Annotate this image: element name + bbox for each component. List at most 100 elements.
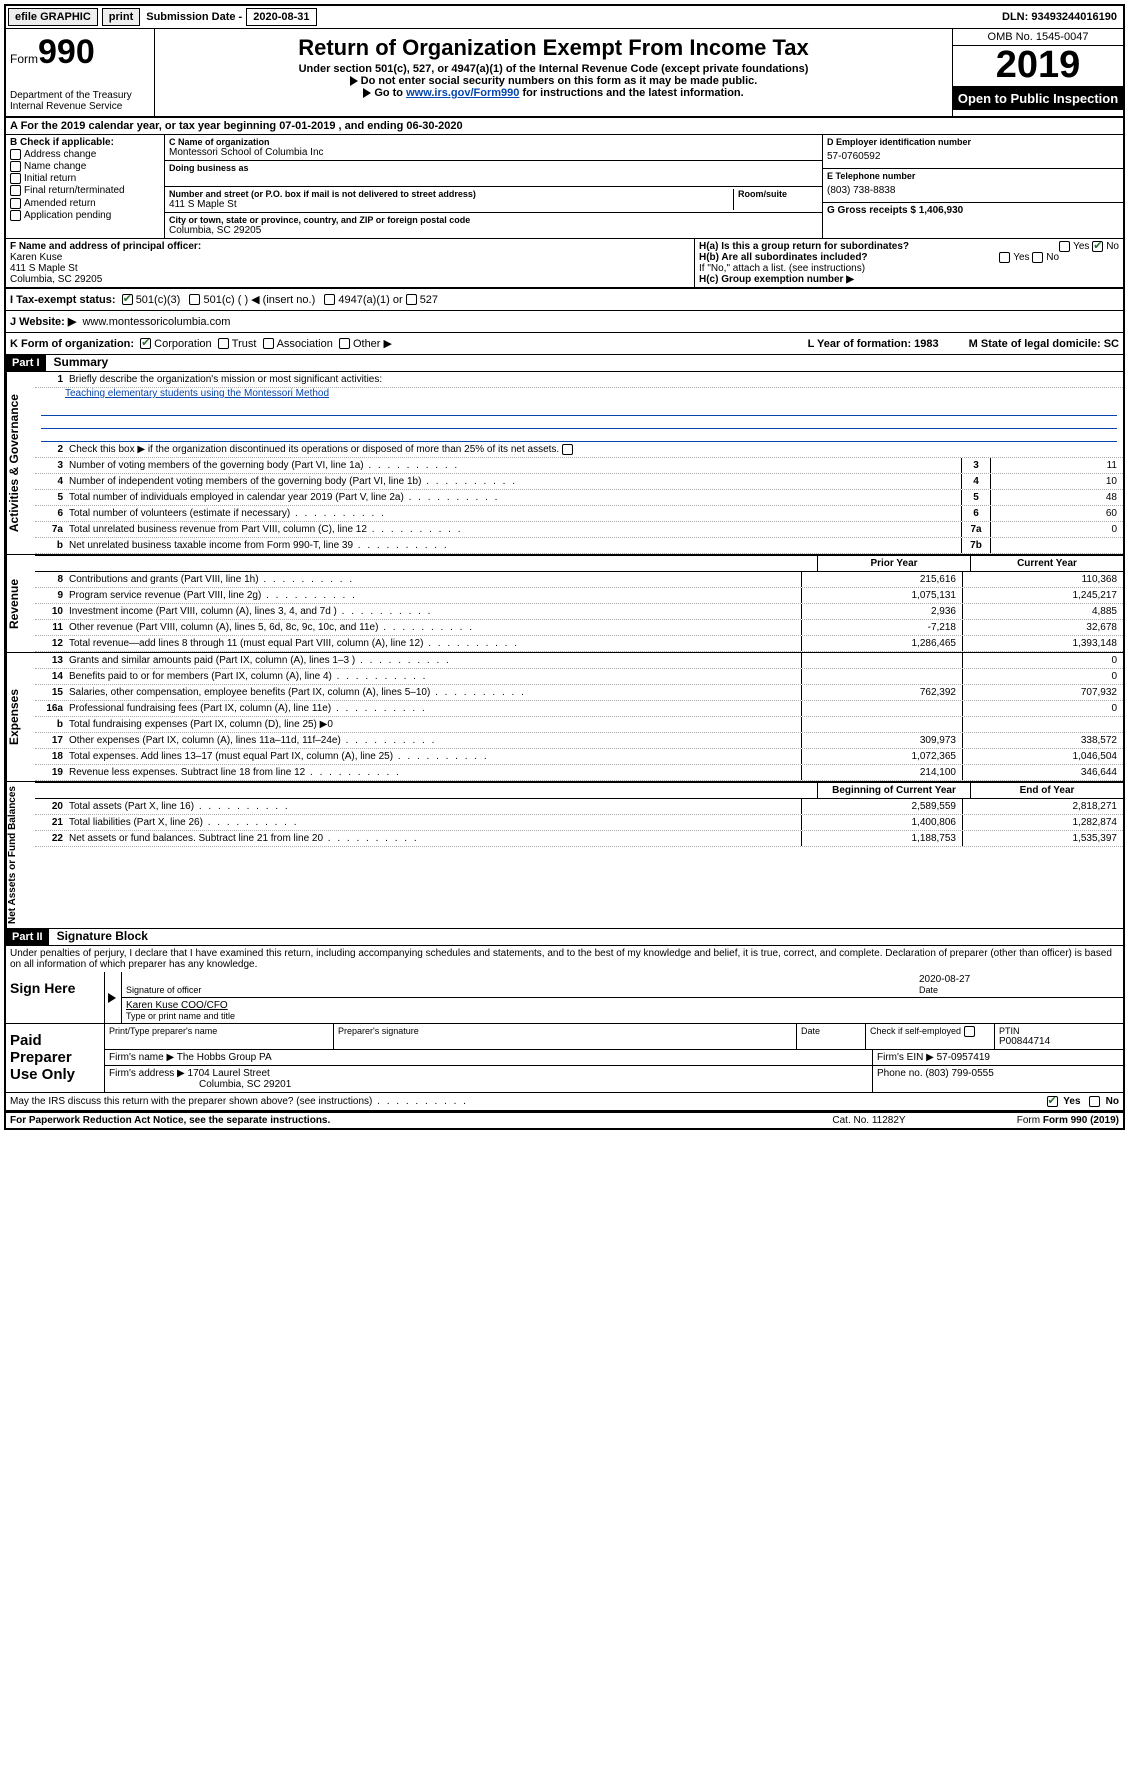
table-row: 18Total expenses. Add lines 13–17 (must … [35, 749, 1123, 765]
form-ref: Form Form 990 (2019) [969, 1115, 1119, 1126]
firm-ein: Firm's EIN ▶ 57-0957419 [873, 1050, 1123, 1065]
ptin-value: P00844714 [999, 1036, 1119, 1047]
top-toolbar: efile GRAPHIC print Submission Date - 20… [6, 6, 1123, 29]
website-value: www.montessoricolumbia.com [82, 316, 230, 328]
discuss-row: May the IRS discuss this return with the… [6, 1093, 1123, 1112]
year-formation: L Year of formation: 1983 [808, 338, 939, 350]
chk-corp[interactable] [140, 338, 151, 349]
firm-name: Firm's name ▶ The Hobbs Group PA [105, 1050, 873, 1065]
form-container: efile GRAPHIC print Submission Date - 20… [4, 4, 1125, 1130]
irs-link[interactable]: www.irs.gov/Form990 [406, 87, 519, 99]
chk-amended-return[interactable]: Amended return [10, 198, 160, 209]
table-row: 3Number of voting members of the governi… [35, 458, 1123, 474]
row-j: J Website: ▶ www.montessoricolumbia.com [6, 311, 1123, 333]
sig-date: 2020-08-27 [919, 974, 1119, 985]
h-b: H(b) Are all subordinates included? Yes … [699, 252, 1119, 263]
row-a-tax-year: A For the 2019 calendar year, or tax yea… [6, 118, 1123, 135]
chk-initial-return[interactable]: Initial return [10, 173, 160, 184]
officer-addr2: Columbia, SC 29205 [10, 274, 690, 285]
chk-name-change[interactable]: Name change [10, 161, 160, 172]
submission-date-value: 2020-08-31 [246, 8, 316, 26]
col-prior-year: Prior Year [817, 556, 970, 571]
perjury-declaration: Under penalties of perjury, I declare th… [6, 946, 1123, 972]
cat-no: Cat. No. 11282Y [769, 1115, 969, 1126]
firm-address: Firm's address ▶ 1704 Laurel Street [109, 1068, 868, 1079]
form-number: Form990 [10, 33, 150, 72]
b-header: B Check if applicable: [10, 137, 160, 148]
chk-501c[interactable] [189, 294, 200, 305]
table-row: 17Other expenses (Part IX, column (A), l… [35, 733, 1123, 749]
h-c: H(c) Group exemption number ▶ [699, 274, 1119, 285]
table-row: 11Other revenue (Part VIII, column (A), … [35, 620, 1123, 636]
efile-graphic-button[interactable]: efile GRAPHIC [8, 8, 98, 26]
chk-application-pending[interactable]: Application pending [10, 210, 160, 221]
ha-no[interactable] [1092, 241, 1103, 252]
chk-527[interactable] [406, 294, 417, 305]
hb-no[interactable] [1032, 252, 1043, 263]
chk-trust[interactable] [218, 338, 229, 349]
h-a: H(a) Is this a group return for subordin… [699, 241, 1119, 252]
form-header: Form990 Department of the Treasury Inter… [6, 29, 1123, 118]
open-to-public: Open to Public Inspection [953, 87, 1123, 110]
ein-label: D Employer identification number [827, 137, 1119, 147]
firm-city: Columbia, SC 29201 [109, 1079, 868, 1090]
row-i: I Tax-exempt status: 501(c)(3) 501(c) ( … [6, 288, 1123, 311]
submission-date-label: Submission Date - [142, 11, 246, 23]
col-current-year: Current Year [970, 556, 1123, 571]
subtitle-1: Under section 501(c), 527, or 4947(a)(1)… [161, 63, 946, 75]
table-row: 19Revenue less expenses. Subtract line 1… [35, 765, 1123, 781]
table-row: bTotal fundraising expenses (Part IX, co… [35, 717, 1123, 733]
officer-name: Karen Kuse [10, 252, 690, 263]
mission-text: Teaching elementary students using the M… [35, 388, 1123, 403]
table-row: 21Total liabilities (Part X, line 26)1,4… [35, 815, 1123, 831]
chk-self-employed[interactable] [964, 1026, 975, 1037]
h-b-note: If "No," attach a list. (see instruction… [699, 263, 1119, 274]
section-bcde: B Check if applicable: Address change Na… [6, 135, 1123, 239]
firm-phone: Phone no. (803) 799-0555 [873, 1066, 1123, 1092]
table-row: 14Benefits paid to or for members (Part … [35, 669, 1123, 685]
tel-label: E Telephone number [827, 171, 1119, 181]
vlabel-expenses: Expenses [6, 653, 35, 781]
chk-501c3[interactable] [122, 294, 133, 305]
dln: DLN: 93493244016190 [996, 11, 1123, 23]
table-row: 4Number of independent voting members of… [35, 474, 1123, 490]
chk-assoc[interactable] [263, 338, 274, 349]
discuss-yes[interactable] [1047, 1096, 1058, 1107]
table-row: 5Total number of individuals employed in… [35, 490, 1123, 506]
table-row: 8Contributions and grants (Part VIII, li… [35, 572, 1123, 588]
sign-here-row: Sign Here Signature of officer 2020-08-2… [6, 972, 1123, 1024]
line-1: Briefly describe the organization's miss… [65, 372, 1123, 387]
table-row: 9Program service revenue (Part VIII, lin… [35, 588, 1123, 604]
tax-year: 2019 [953, 46, 1123, 87]
dba-label: Doing business as [169, 163, 818, 173]
table-row: 12Total revenue—add lines 8 through 11 (… [35, 636, 1123, 652]
ein-value: 57-0760592 [827, 147, 1119, 166]
chk-final-return[interactable]: Final return/terminated [10, 185, 160, 196]
dept-treasury: Department of the Treasury Internal Reve… [10, 90, 150, 112]
table-row: 15Salaries, other compensation, employee… [35, 685, 1123, 701]
col-beginning-year: Beginning of Current Year [817, 783, 970, 798]
chk-discontinued[interactable] [562, 444, 573, 455]
officer-addr1: 411 S Maple St [10, 263, 690, 274]
table-row: 20Total assets (Part X, line 16)2,589,55… [35, 799, 1123, 815]
chk-other[interactable] [339, 338, 350, 349]
subtitle-3: Go to www.irs.gov/Form990 for instructio… [161, 87, 946, 99]
org-name: Montessori School of Columbia Inc [169, 147, 818, 158]
print-button[interactable]: print [102, 8, 140, 26]
part-1-header: Part ISummary [6, 355, 1123, 372]
row-f-h: F Name and address of principal officer:… [6, 239, 1123, 288]
room-label: Room/suite [738, 189, 818, 199]
table-row: 10Investment income (Part VIII, column (… [35, 604, 1123, 620]
table-row: 7aTotal unrelated business revenue from … [35, 522, 1123, 538]
hb-yes[interactable] [999, 252, 1010, 263]
discuss-no[interactable] [1089, 1096, 1100, 1107]
chk-4947[interactable] [324, 294, 335, 305]
ha-yes[interactable] [1059, 241, 1070, 252]
chk-address-change[interactable]: Address change [10, 149, 160, 160]
city-label: City or town, state or province, country… [169, 215, 818, 225]
addr-label: Number and street (or P.O. box if mail i… [169, 189, 729, 199]
tel-value: (803) 738-8838 [827, 181, 1119, 200]
org-city: Columbia, SC 29205 [169, 225, 818, 236]
c-name-label: C Name of organization [169, 137, 818, 147]
table-row: 13Grants and similar amounts paid (Part … [35, 653, 1123, 669]
